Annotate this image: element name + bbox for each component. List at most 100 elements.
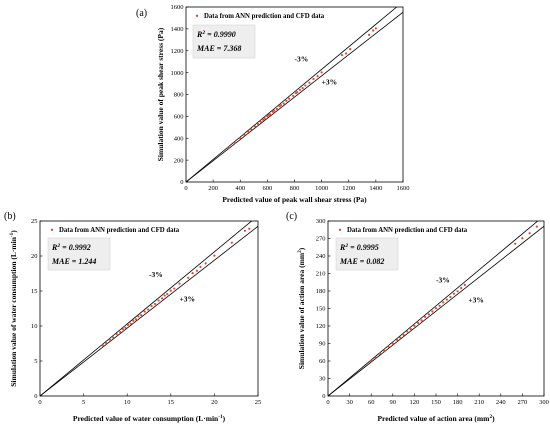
x-tick-label: 400 — [235, 185, 245, 192]
y-axis-label-part: ) — [297, 247, 306, 250]
data-point — [424, 315, 427, 319]
x-tick-label: 1600 — [397, 185, 410, 192]
x-tick-label: 0 — [38, 399, 41, 406]
data-point — [434, 307, 438, 310]
data-point — [396, 338, 399, 341]
band-label-upper: -3% — [436, 275, 450, 284]
r2-text: R2 = 0.9990 — [196, 30, 236, 39]
data-point — [449, 295, 452, 299]
stats-box — [192, 24, 256, 59]
data-point — [416, 321, 420, 324]
x-tick-label: 25 — [255, 399, 262, 406]
x-tick-label: 0 — [326, 399, 329, 406]
x-tick-label: 1400 — [369, 185, 382, 192]
band-label-lower: +3% — [468, 296, 484, 305]
data-point — [108, 338, 111, 341]
x-tick-label: 600 — [263, 185, 273, 192]
data-point — [233, 141, 236, 144]
y-tick-label: 800 — [174, 92, 184, 99]
data-point — [292, 94, 295, 97]
data-point — [250, 128, 253, 131]
data-point — [413, 324, 416, 327]
data-point — [409, 327, 412, 331]
y-axis-label: Simulation value of peak shear stress (P… — [156, 27, 165, 161]
data-point — [406, 330, 409, 333]
data-point — [247, 130, 250, 134]
data-point — [349, 48, 352, 51]
y-tick-label: 210 — [316, 271, 326, 278]
chart-panel-c: (c) 0 30 60 90 120 150 180 210 240 270 300 0 30 60 90 12… — [286, 211, 549, 423]
data-point — [387, 345, 390, 348]
r2-text: R2 = 0.9992 — [51, 243, 91, 252]
mae-text: MAE = 0.082 — [339, 257, 384, 266]
data-point — [248, 227, 251, 230]
band-line-upper — [328, 221, 539, 396]
data-point — [105, 342, 108, 345]
panel-label: (a) — [136, 8, 147, 19]
y-axis-label: Simulation value of water consumption (L… — [9, 230, 18, 387]
y-tick-label: 0 — [34, 393, 37, 400]
plot-frame — [39, 220, 259, 397]
data-point — [199, 265, 202, 268]
panel-label: (b) — [4, 211, 16, 222]
data-point — [398, 336, 402, 339]
legend-marker — [195, 14, 199, 17]
data-point — [259, 120, 262, 123]
x-tick-label: 180 — [453, 399, 463, 406]
data-point — [301, 87, 304, 90]
data-point — [226, 146, 230, 149]
x-tick-label: 60 — [368, 399, 375, 406]
y-tick-label: 1200 — [171, 48, 184, 55]
x-axis-label: Predicted value of peak wall shear stres… — [222, 195, 367, 204]
data-point — [243, 229, 247, 232]
data-point — [367, 33, 371, 36]
data-point — [143, 310, 146, 313]
data-point — [213, 254, 216, 257]
data-point — [279, 104, 283, 107]
y-axis-label-part: Simulation value of water consumption (L… — [9, 236, 18, 386]
data-point — [514, 242, 517, 245]
x-axis-label-part: -1 — [218, 414, 223, 420]
data-point — [372, 29, 375, 32]
stats-box — [335, 237, 399, 271]
x-tick-label: 30 — [346, 399, 353, 406]
y-tick-label: 20 — [31, 253, 38, 260]
x-tick-label: 270 — [518, 399, 528, 406]
y-tick-label: 1600 — [171, 4, 184, 11]
x-axis-label-part: ) — [492, 414, 495, 423]
x-tick-label: 200 — [208, 185, 218, 192]
data-point — [166, 293, 169, 296]
data-point — [150, 304, 153, 308]
y-axis-label-part: 2 — [297, 250, 303, 253]
data-point — [137, 315, 140, 318]
data-point — [262, 118, 265, 121]
data-point — [320, 71, 323, 74]
y-axis-label-part: -1 — [9, 232, 15, 237]
data-point — [187, 276, 190, 279]
data-point — [191, 272, 194, 275]
y-tick-label: 1400 — [171, 26, 184, 33]
data-point — [157, 299, 160, 302]
x-tick-label: 120 — [410, 399, 420, 406]
band-label-upper: -3% — [149, 270, 163, 279]
y-axis-label-part: Simulation value of action area (mm — [297, 252, 306, 369]
data-point — [308, 81, 311, 84]
y-tick-label: 0 — [322, 393, 325, 400]
data-point — [169, 289, 172, 292]
data-point — [378, 352, 381, 355]
data-point — [445, 298, 448, 301]
data-point — [383, 349, 386, 352]
band-line-lower — [186, 11, 403, 182]
data-point — [460, 286, 463, 290]
data-point — [112, 336, 115, 339]
legend-marker — [338, 228, 342, 231]
x-tick-label: 0 — [184, 185, 187, 192]
data-point — [204, 262, 207, 265]
x-tick-label: 5 — [82, 399, 85, 406]
data-point — [178, 282, 181, 285]
r2-text-part: R — [196, 30, 203, 39]
y-tick-label: 180 — [316, 288, 326, 295]
mae-text: MAE = 7.368 — [196, 44, 241, 53]
data-point — [282, 102, 285, 105]
